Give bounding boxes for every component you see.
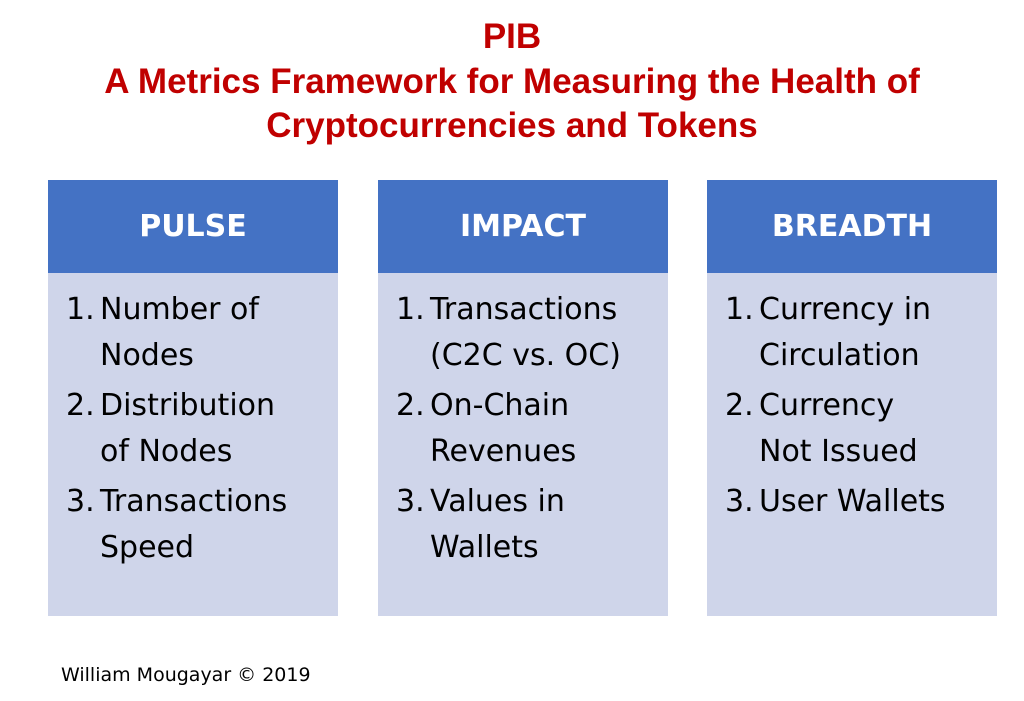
list-item-line: Currency in [759,292,932,327]
list-item-text: Values in Wallets [430,479,668,571]
impact-metrics-list: 1. Transactions (C2C vs. OC) 2. On-Chain… [378,273,668,571]
list-item-line: Not Issued [759,434,918,469]
list-number: 3. [396,484,425,519]
breadth-metric-2: 2. Currency Not Issued [725,383,997,475]
list-item-text: Distribution of Nodes [100,383,338,475]
list-item-text: Currency in Circulation [759,287,997,379]
pulse-metric-1: 1. Number of Nodes [66,287,338,379]
pulse-header: PULSE [48,180,338,273]
breadth-column: BREADTH 1. Currency in Circulation 2. Cu… [707,180,997,616]
list-item-text: Currency Not Issued [759,383,997,475]
list-item-text: User Wallets [759,479,997,525]
list-number: 1. [66,292,95,327]
list-item-line: Values in [430,484,565,519]
list-item-line: User Wallets [759,484,946,519]
list-item-line: Distribution [100,388,276,423]
list-number: 2. [396,388,425,423]
list-number: 2. [725,388,754,423]
impact-metric-1: 1. Transactions (C2C vs. OC) [396,287,668,379]
list-item-text: On-Chain Revenues [430,383,668,475]
list-item-text: Transactions Speed [100,479,338,571]
list-item-line: Nodes [100,338,194,373]
title-line-3: Cryptocurrencies and Tokens [266,106,758,145]
list-item-line: Wallets [430,530,539,565]
list-item-line: Speed [100,530,195,565]
list-item-line: Transactions [100,484,288,519]
title-line-2: A Metrics Framework for Measuring the He… [104,62,920,101]
list-item-line: Transactions [430,292,618,327]
list-item-line: of Nodes [100,434,233,469]
list-item-line: Revenues [430,434,577,469]
list-number: 3. [66,484,95,519]
pulse-column: PULSE 1. Number of Nodes 2. Distribution… [48,180,338,616]
list-item-line: On-Chain [430,388,570,423]
impact-column: IMPACT 1. Transactions (C2C vs. OC) 2. O… [378,180,668,616]
copyright-credit: William Mougayar © 2019 [61,664,311,686]
breadth-header: BREADTH [707,180,997,273]
list-item-text: Number of Nodes [100,287,338,379]
breadth-metric-3: 3. User Wallets [725,479,997,525]
title-line-1: PIB [482,17,542,56]
impact-metric-3: 3. Values in Wallets [396,479,668,571]
list-item-line: Currency [759,388,895,423]
list-item-text: Transactions (C2C vs. OC) [430,287,668,379]
list-number: 2. [66,388,95,423]
list-item-line: Number of [100,292,259,327]
pulse-metrics-list: 1. Number of Nodes 2. Distribution of No… [48,273,338,571]
breadth-metrics-list: 1. Currency in Circulation 2. Currency N… [707,273,997,525]
list-number: 1. [396,292,425,327]
impact-metric-2: 2. On-Chain Revenues [396,383,668,475]
breadth-metric-1: 1. Currency in Circulation [725,287,997,379]
impact-header: IMPACT [378,180,668,273]
list-item-line: (C2C vs. OC) [430,338,621,373]
list-item-line: Circulation [759,338,920,373]
page-title: PIB A Metrics Framework for Measuring th… [0,14,1024,148]
pulse-metric-3: 3. Transactions Speed [66,479,338,571]
list-number: 3. [725,484,754,519]
list-number: 1. [725,292,754,327]
pulse-metric-2: 2. Distribution of Nodes [66,383,338,475]
